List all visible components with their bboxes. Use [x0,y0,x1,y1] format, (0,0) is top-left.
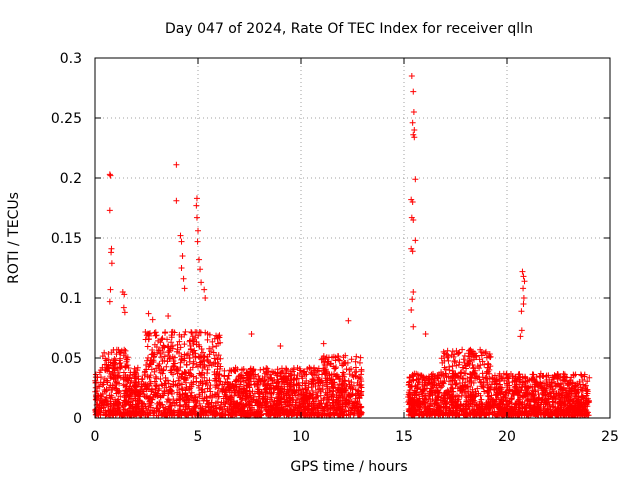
data-point [164,358,171,365]
x-tick-label: 25 [601,429,619,445]
data-point [161,353,168,360]
data-point [142,328,149,335]
data-point [125,365,132,372]
x-axis-label: GPS time / hours [290,459,407,475]
y-tick-label: 0.3 [60,51,82,67]
data-point [212,384,219,391]
x-tick-label: 10 [292,429,310,445]
x-tick-label: 20 [498,429,516,445]
data-point [101,349,108,356]
x-tick-label: 5 [194,429,203,445]
data-point [148,366,155,373]
data-point [204,336,211,343]
data-point [189,364,196,371]
y-tick-label: 0.05 [51,351,82,367]
data-point [183,369,190,376]
x-tick-label: 15 [395,429,413,445]
data-point [260,366,267,373]
data-point [314,393,321,400]
data-point [196,391,203,398]
data-point [199,349,206,356]
data-point [203,356,210,363]
data-point [159,335,166,342]
data-point [348,356,355,363]
data-point [198,387,205,394]
data-point [196,400,203,407]
y-tick-label: 0.25 [51,111,82,127]
data-point [207,382,214,389]
data-point [168,339,175,346]
chart-title: Day 047 of 2024, Rate Of TEC Index for r… [165,21,533,37]
data-point [101,375,108,382]
data-point [169,353,176,360]
y-axis-label: ROTI / TECUs [6,192,22,284]
data-point [302,385,309,392]
data-point [353,353,360,360]
data-point [298,373,305,380]
data-point [120,369,127,376]
data-point [356,359,363,366]
data-point [105,351,112,358]
y-tick-label: 0.2 [60,171,82,187]
data-points [92,73,593,419]
data-point [187,342,194,349]
data-point [211,355,218,362]
y-tick-label: 0 [73,411,82,427]
data-point [163,363,170,370]
data-point [217,355,224,362]
x-tick-label: 0 [91,429,100,445]
y-tick-label: 0.15 [51,231,82,247]
data-point [142,336,149,343]
data-point [357,354,364,361]
y-tick-label: 0.1 [60,291,82,307]
